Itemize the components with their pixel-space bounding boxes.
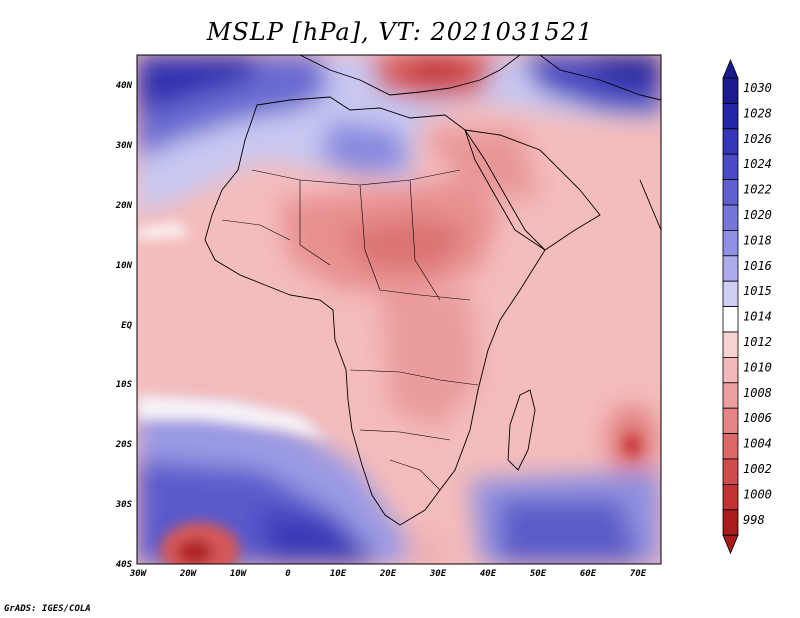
border-sa <box>389 459 441 491</box>
colorbar-swatch <box>722 306 739 333</box>
border-westafrica <box>221 219 291 241</box>
northeast-high-core <box>580 55 661 85</box>
lat-label: 40N <box>116 81 133 91</box>
colorbar-swatch <box>722 153 739 180</box>
border-sudan <box>409 179 441 301</box>
colorbar-swatch <box>722 407 739 435</box>
colorbar-swatch <box>722 229 739 257</box>
north-high-west-core <box>137 55 260 115</box>
lon-label: 0 <box>285 569 291 579</box>
atlantic-low-core <box>177 540 213 564</box>
lon-label: 30E <box>429 569 447 579</box>
colorbar-label: 1004 <box>743 437 772 451</box>
colorbar-label: 1028 <box>743 106 772 120</box>
map-frame <box>136 54 662 565</box>
colorbar-label: 1008 <box>743 386 772 400</box>
colorbar-label: 1022 <box>743 183 772 197</box>
colorbar-label: 1030 <box>743 81 772 95</box>
south-atlantic-high-core <box>260 510 380 564</box>
border-chad <box>359 184 381 291</box>
credit-label: GrADS: IGES/COLA <box>4 604 91 614</box>
madagascar-coast <box>507 389 536 471</box>
colorbar-swatch <box>722 204 739 231</box>
colorbar-label: 1010 <box>743 360 772 374</box>
south-indian-high-core <box>500 500 640 564</box>
lon-label: 10W <box>230 569 248 579</box>
lat-label: 20S <box>115 440 133 450</box>
colorbar-swatch <box>722 458 739 485</box>
border-south-central <box>349 369 479 386</box>
arabia-low <box>420 130 540 200</box>
colorbar-min-arrow <box>722 534 739 555</box>
colorbar-label: 998 <box>743 513 765 527</box>
lat-label: 30N <box>115 141 133 151</box>
lat-axis: 40N 30N 20N 10N EQ 10S 20S 30S 40S <box>115 81 133 570</box>
congo-low <box>380 290 480 430</box>
indian-ocean-low-core <box>622 433 642 457</box>
lon-label: 70E <box>630 569 647 579</box>
lon-label: 60E <box>580 569 597 579</box>
lat-label: 30S <box>115 500 133 510</box>
lat-label: 10N <box>116 261 133 271</box>
colorbar-swatch <box>722 255 739 282</box>
colorbar-swatch <box>722 433 739 460</box>
colorbar-label: 1014 <box>743 310 772 324</box>
colorbar-label: 1012 <box>743 335 772 349</box>
colorbar-swatch <box>722 382 739 409</box>
lon-label: 30W <box>129 569 148 579</box>
colorbar-label: 1026 <box>743 132 772 146</box>
border-central <box>379 289 471 301</box>
atlantic-1014-band <box>137 222 190 240</box>
arabia-coast <box>464 129 601 251</box>
colorbar-swatch <box>722 509 739 536</box>
lon-axis: 30W 20W 10W 0 10E 20E 30E 40E 50E 60E 70… <box>129 569 647 579</box>
colorbar-swatch <box>722 77 739 104</box>
lon-label: 40E <box>480 569 497 579</box>
lon-label: 20E <box>379 569 397 579</box>
coastlines <box>204 55 661 526</box>
colorbar-label: 1018 <box>743 233 772 247</box>
colorbar-label: 1002 <box>743 462 772 476</box>
lon-label: 10E <box>330 569 347 579</box>
colorbar-swatch <box>722 280 739 308</box>
colorbar-swatch <box>722 103 739 130</box>
asia-coast <box>539 55 661 101</box>
colorbar-label: 1015 <box>743 284 772 298</box>
colorbar-swatch <box>722 128 739 155</box>
cape-low <box>405 530 445 564</box>
pressure-field <box>137 55 661 564</box>
colorbar-label: 1006 <box>743 411 772 425</box>
border-southern <box>359 429 451 441</box>
colorbar: 1030 1028 1026 1024 1022 1020 1018 1016 1015 1014… <box>722 58 772 555</box>
india-coast <box>639 179 661 231</box>
lat-label: EQ <box>121 321 132 331</box>
border-west <box>299 180 331 266</box>
lat-label: 40S <box>116 560 133 570</box>
lat-label: 20N <box>115 201 133 211</box>
colorbar-label: 1024 <box>743 157 772 171</box>
colorbar-max-arrow <box>722 58 739 79</box>
colorbar-label: 1020 <box>743 208 772 222</box>
lon-label: 20W <box>179 569 198 579</box>
map-title: MSLP [hPa], VT: 2021031521 <box>206 18 594 46</box>
lon-label: 50E <box>530 569 547 579</box>
africa-coast <box>204 96 546 526</box>
colorbar-swatch <box>722 179 739 206</box>
colorbar-swatch <box>722 331 739 358</box>
colorbar-swatch <box>722 356 739 384</box>
sahara-high <box>320 120 410 175</box>
colorbar-swatch <box>722 483 739 511</box>
mediterranean-low-core <box>400 55 470 82</box>
country-borders <box>221 169 479 491</box>
south-1014-band <box>137 395 330 440</box>
lat-label: 10S <box>116 380 133 390</box>
europe-coast <box>299 55 521 96</box>
colorbar-label: 1000 <box>743 487 772 501</box>
colorbar-label: 1016 <box>743 259 772 273</box>
sahel-low-core <box>340 215 470 270</box>
